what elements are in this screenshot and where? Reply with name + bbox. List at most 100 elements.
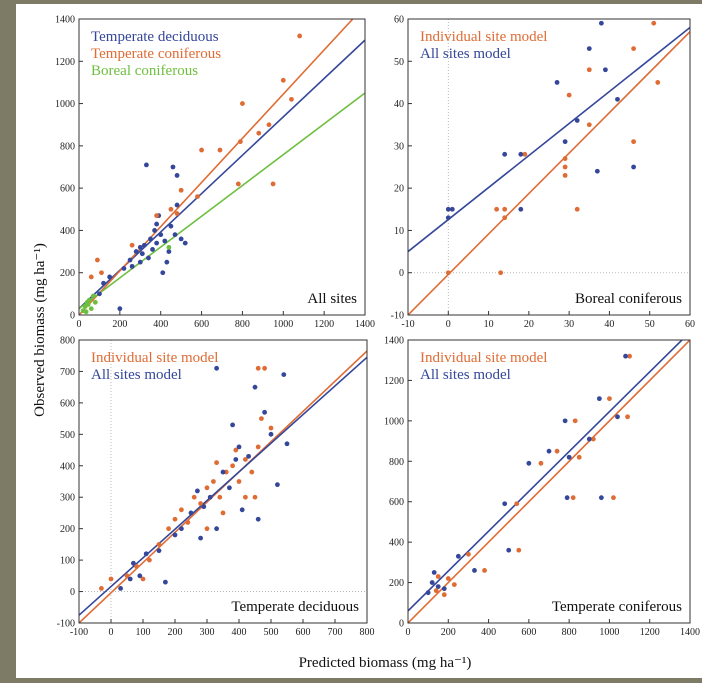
point — [502, 206, 508, 212]
point — [445, 576, 451, 581]
point — [101, 280, 106, 286]
y-tick-label: 400 — [60, 226, 75, 237]
point — [220, 469, 226, 475]
point — [615, 414, 620, 420]
frame — [78, 339, 368, 624]
point — [598, 495, 604, 501]
x-tick-label: 30 — [564, 319, 574, 330]
point — [230, 422, 236, 428]
point — [188, 510, 194, 516]
panel-label: All sites — [307, 291, 357, 307]
x-tick-label: 1000 — [599, 627, 619, 638]
y-tick-label: 400 — [389, 538, 404, 549]
x-tick-label: 500 — [264, 627, 279, 638]
y-tick-label: 600 — [389, 497, 404, 508]
x-tick-label: 600 — [194, 319, 209, 330]
point — [281, 372, 287, 377]
y-tick-label: -10 — [391, 311, 404, 322]
point — [252, 384, 258, 390]
point — [435, 574, 441, 579]
x-tick-label: 60 — [685, 319, 695, 330]
point — [562, 139, 568, 145]
point — [255, 516, 261, 522]
point — [185, 519, 191, 525]
point — [611, 495, 616, 501]
point — [150, 247, 155, 252]
point — [655, 80, 661, 85]
x-tick-label: 0 — [406, 627, 411, 638]
x-tick-label: 0 — [446, 319, 451, 330]
legend-entry: All sites model — [420, 46, 511, 62]
point — [498, 270, 504, 276]
point — [570, 495, 576, 501]
y-tick-label: 200 — [60, 268, 75, 279]
point — [546, 448, 552, 454]
panel: -10 0 10 20 30 40 50 60 -10 0 10 20 30 40 50 60 Individu… — [391, 15, 695, 331]
point — [156, 541, 162, 547]
point — [204, 485, 210, 491]
point — [118, 586, 123, 591]
point — [566, 454, 572, 460]
point — [255, 444, 261, 450]
point — [239, 507, 245, 513]
point — [141, 242, 147, 248]
point — [214, 460, 220, 466]
x-tick-label: 700 — [328, 627, 343, 638]
legend-entry: All sites model — [91, 367, 182, 383]
point — [586, 67, 592, 73]
frame — [407, 339, 691, 624]
y-tick-label: 0 — [399, 268, 404, 279]
point — [90, 293, 96, 299]
point — [191, 494, 197, 500]
x-tick-label: 400 — [481, 627, 496, 638]
point — [268, 431, 274, 437]
point — [506, 547, 512, 553]
point — [88, 306, 94, 312]
point — [99, 270, 104, 276]
point — [92, 299, 98, 305]
point — [623, 353, 628, 359]
point — [166, 526, 172, 532]
point — [170, 164, 176, 170]
point — [564, 495, 570, 501]
point — [494, 206, 500, 212]
x-tick-label: -100 — [70, 627, 88, 638]
point — [441, 586, 447, 592]
point — [164, 259, 170, 265]
y-axis-label: Observed biomass (mg ha⁻¹) — [32, 243, 48, 417]
point — [482, 568, 487, 573]
point — [240, 101, 245, 106]
point — [607, 396, 612, 402]
point — [431, 570, 437, 575]
point — [502, 215, 508, 221]
point — [174, 173, 180, 178]
y-tick-label: 600 — [60, 184, 75, 195]
point — [230, 463, 236, 469]
point — [574, 206, 580, 212]
point — [586, 46, 592, 51]
point — [270, 181, 276, 187]
point — [538, 460, 544, 466]
point — [236, 479, 242, 484]
point — [99, 586, 104, 591]
point — [268, 425, 274, 431]
y-tick-label: 10 — [394, 226, 404, 237]
legend-entry: Temperate deciduous — [91, 29, 219, 45]
point — [562, 418, 568, 424]
y-tick-label: 800 — [389, 457, 404, 468]
point — [179, 507, 184, 513]
point — [174, 211, 180, 216]
point — [554, 448, 560, 454]
point — [134, 564, 140, 569]
point — [576, 454, 582, 460]
x-tick-label: 1200 — [314, 319, 334, 330]
fit-line — [79, 92, 365, 310]
point — [252, 494, 258, 500]
point — [256, 130, 262, 136]
x-tick-label: 600 — [521, 627, 536, 638]
point — [472, 568, 477, 573]
point — [137, 573, 143, 579]
point — [516, 547, 522, 553]
point — [235, 181, 241, 187]
x-tick-label: 200 — [441, 627, 456, 638]
